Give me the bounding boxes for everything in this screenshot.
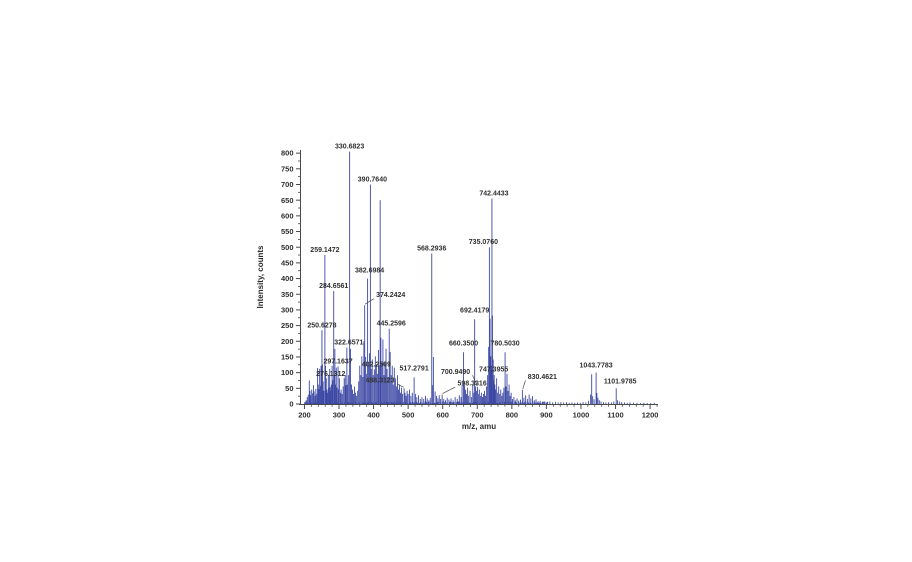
peak-label: 830.4621 [528, 374, 557, 381]
peak-label: 660.3500 [449, 340, 478, 347]
y-tick-label: 100 [281, 368, 294, 377]
x-tick-label: 200 [298, 411, 311, 420]
y-tick-label: 750 [281, 164, 294, 173]
peak-label: 780.5030 [490, 340, 519, 347]
y-tick-label: 550 [281, 227, 294, 236]
y-axis-title: Intensity, counts [256, 245, 265, 309]
y-tick-label: 650 [281, 196, 294, 205]
peak-label-leader [364, 298, 374, 305]
peak-label: 250.6278 [307, 322, 336, 329]
y-tick-label: 250 [281, 321, 294, 330]
x-tick-label: 300 [333, 411, 346, 420]
peak-label: 700.9490 [441, 369, 470, 376]
x-tick-label: 400 [367, 411, 380, 420]
peak-label: 284.6561 [319, 283, 348, 290]
peak-label: 517.2791 [400, 365, 429, 372]
y-tick-label: 600 [281, 211, 294, 220]
y-tick-label: 200 [281, 337, 294, 346]
peak-label: 390.7640 [358, 176, 387, 183]
peak-label: 402.2509 [362, 362, 391, 369]
peak-label: 445.2596 [377, 321, 406, 328]
peak-label-leader [522, 380, 526, 389]
y-tick-label: 300 [281, 306, 294, 315]
x-axis-title: m/z, amu [462, 422, 496, 431]
y-tick-label: 0 [289, 400, 293, 409]
x-tick-label: 1200 [642, 411, 659, 420]
peak-label-leader [396, 383, 404, 388]
x-tick-label: 1100 [607, 411, 623, 420]
peak-label: 374.2424 [376, 292, 405, 299]
peak-label: 259.1472 [310, 247, 339, 254]
y-tick-label: 700 [281, 180, 294, 189]
peak-label-leader [442, 386, 456, 394]
peak-label: 382.6984 [355, 268, 384, 275]
peak-label: 488.3123 [366, 377, 395, 384]
peak-label: 747.3955 [479, 366, 508, 373]
y-tick-label: 500 [281, 243, 294, 252]
peak-label: 322.6571 [334, 340, 363, 347]
peak-labels: 250.6278 259.1472 276.1312 284.6561 297.1637… [307, 144, 637, 394]
y-tick-label: 800 [281, 149, 294, 158]
peak-label: 598.3316 [458, 381, 487, 388]
x-tick-label: 700 [471, 411, 484, 420]
peak-label: 330.6823 [335, 144, 364, 151]
peak-label: 1043.7783 [580, 363, 613, 370]
peak-label: 276.1312 [316, 371, 345, 378]
peak-label: 297.1637 [323, 358, 352, 365]
x-tick-label: 500 [402, 411, 415, 420]
peak-label: 692.4179 [460, 307, 489, 314]
peak-label: 568.2936 [417, 245, 446, 252]
peak-label: 1101.9785 [604, 378, 637, 385]
y-tick-label: 350 [281, 290, 294, 299]
axes: 200 300 400 500 600 700 800 900 1000 1100 1200 0 50 1… [256, 149, 658, 431]
y-tick-label: 150 [281, 353, 294, 362]
x-tick-label: 900 [540, 411, 553, 420]
y-tick-label: 450 [281, 258, 294, 267]
x-tick-label: 1000 [573, 411, 590, 420]
peak-lines [304, 151, 655, 404]
x-tick-label: 600 [436, 411, 449, 420]
x-tick-label: 800 [506, 411, 519, 420]
peak-label: 742.4433 [479, 191, 508, 198]
peak-label-leader [472, 375, 478, 386]
peak-label: 735.0760 [469, 239, 498, 246]
y-tick-label: 50 [285, 384, 293, 393]
y-tick-label: 400 [281, 274, 294, 283]
